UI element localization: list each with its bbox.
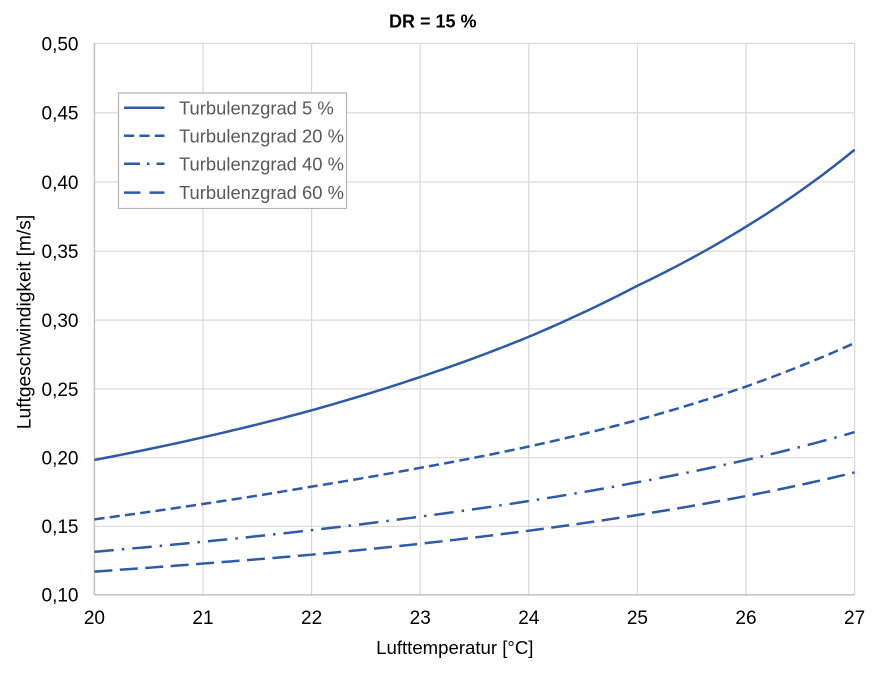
svg-text:25: 25	[627, 608, 648, 629]
svg-text:Turbulenzgrad 40 %: Turbulenzgrad 40 %	[179, 153, 344, 174]
svg-text:Lufttemperatur [°C]: Lufttemperatur [°C]	[376, 637, 533, 658]
svg-text:Luftgeschwindigkeit [m/s]: Luftgeschwindigkeit [m/s]	[15, 215, 36, 429]
svg-text:0,15: 0,15	[42, 517, 79, 538]
svg-text:20: 20	[84, 608, 105, 629]
svg-text:27: 27	[844, 608, 865, 629]
svg-text:0,10: 0,10	[42, 586, 79, 607]
svg-text:24: 24	[518, 608, 540, 629]
svg-text:Turbulenzgrad 20 %: Turbulenzgrad 20 %	[179, 125, 344, 146]
svg-text:0,20: 0,20	[42, 449, 79, 470]
svg-text:0,45: 0,45	[42, 104, 79, 125]
svg-text:0,25: 0,25	[42, 380, 79, 401]
svg-text:Turbulenzgrad 60 %: Turbulenzgrad 60 %	[179, 182, 344, 203]
svg-text:23: 23	[410, 608, 431, 629]
svg-text:0,35: 0,35	[42, 242, 79, 263]
svg-text:22: 22	[301, 608, 322, 629]
svg-text:0,50: 0,50	[42, 34, 79, 55]
svg-text:Turbulenzgrad 5 %: Turbulenzgrad 5 %	[179, 97, 334, 118]
svg-text:26: 26	[735, 608, 756, 629]
svg-text:0,30: 0,30	[42, 311, 79, 332]
svg-text:21: 21	[192, 608, 213, 629]
svg-text:DR = 15 %: DR = 15 %	[389, 11, 477, 31]
svg-text:0,40: 0,40	[42, 173, 79, 194]
